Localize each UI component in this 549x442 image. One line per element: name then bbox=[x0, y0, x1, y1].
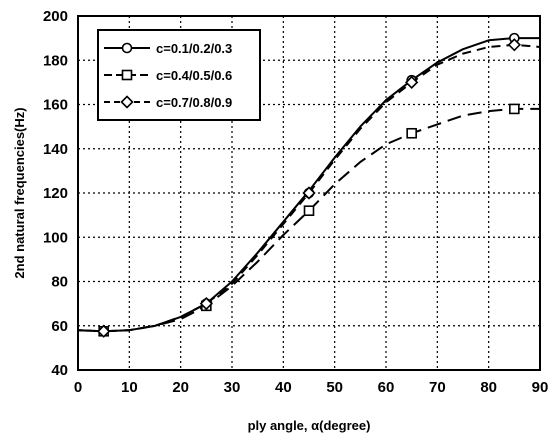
legend-label: c=0.4/0.5/0.6 bbox=[156, 68, 232, 83]
y-tick-label: 100 bbox=[43, 229, 68, 246]
y-tick-label: 120 bbox=[43, 185, 68, 202]
legend-item: c=0.1/0.2/0.3 bbox=[104, 41, 232, 56]
legend-item: c=0.4/0.5/0.6 bbox=[104, 68, 232, 83]
y-tick-label: 200 bbox=[43, 8, 68, 25]
plot-frame bbox=[77, 15, 541, 371]
legend-label: c=0.7/0.8/0.9 bbox=[156, 95, 232, 110]
y-tick-label: 60 bbox=[51, 318, 68, 335]
series-3-marker bbox=[97, 324, 111, 338]
x-tick-label: 80 bbox=[480, 379, 497, 396]
series-3-marker bbox=[199, 296, 213, 311]
series-2-line bbox=[77, 107, 540, 333]
legend: c=0.1/0.2/0.3 c=0.4/0.5/0.6 c=0.7/0.8/0.9 bbox=[97, 29, 261, 121]
series-layer bbox=[77, 32, 541, 338]
x-tick-label: 0 bbox=[74, 379, 82, 396]
series-2-marker bbox=[406, 127, 417, 139]
x-axis-ticks: 0 10 20 30 40 50 60 70 80 90 bbox=[74, 379, 549, 396]
series-2 bbox=[77, 103, 540, 337]
x-tick-label: 90 bbox=[532, 379, 549, 396]
series-3-line bbox=[77, 43, 541, 333]
series-3-marker bbox=[507, 38, 521, 52]
y-tick-label: 180 bbox=[43, 52, 68, 69]
y-axis-ticks: 40 60 80 100 120 140 160 180 200 bbox=[43, 8, 68, 379]
series-2-marker bbox=[509, 103, 520, 115]
y-tick-label: 80 bbox=[51, 274, 68, 291]
legend-marker bbox=[121, 42, 133, 54]
x-tick-label: 60 bbox=[378, 379, 395, 396]
legend-item: c=0.7/0.8/0.9 bbox=[104, 95, 232, 110]
y-tick-label: 160 bbox=[43, 97, 68, 114]
series-3-marker bbox=[302, 186, 316, 200]
y-axis-label: 2nd natural frequencies(Hz) bbox=[12, 107, 27, 278]
x-tick-label: 20 bbox=[172, 379, 189, 396]
series-3 bbox=[77, 38, 541, 338]
x-tick-label: 50 bbox=[326, 379, 343, 396]
x-axis-label: ply angle, α(degree) bbox=[248, 418, 371, 433]
legend-marker bbox=[120, 95, 134, 109]
legend-label: c=0.1/0.2/0.3 bbox=[156, 41, 232, 56]
x-tick-label: 10 bbox=[121, 379, 138, 396]
y-tick-label: 140 bbox=[43, 141, 68, 158]
x-tick-label: 30 bbox=[224, 379, 241, 396]
series-2-marker bbox=[303, 205, 315, 216]
x-tick-label: 40 bbox=[275, 379, 292, 396]
series-3-marker bbox=[405, 75, 419, 90]
y-tick-label: 40 bbox=[51, 362, 68, 379]
x-tick-label: 70 bbox=[429, 379, 446, 396]
legend-marker bbox=[121, 69, 133, 81]
